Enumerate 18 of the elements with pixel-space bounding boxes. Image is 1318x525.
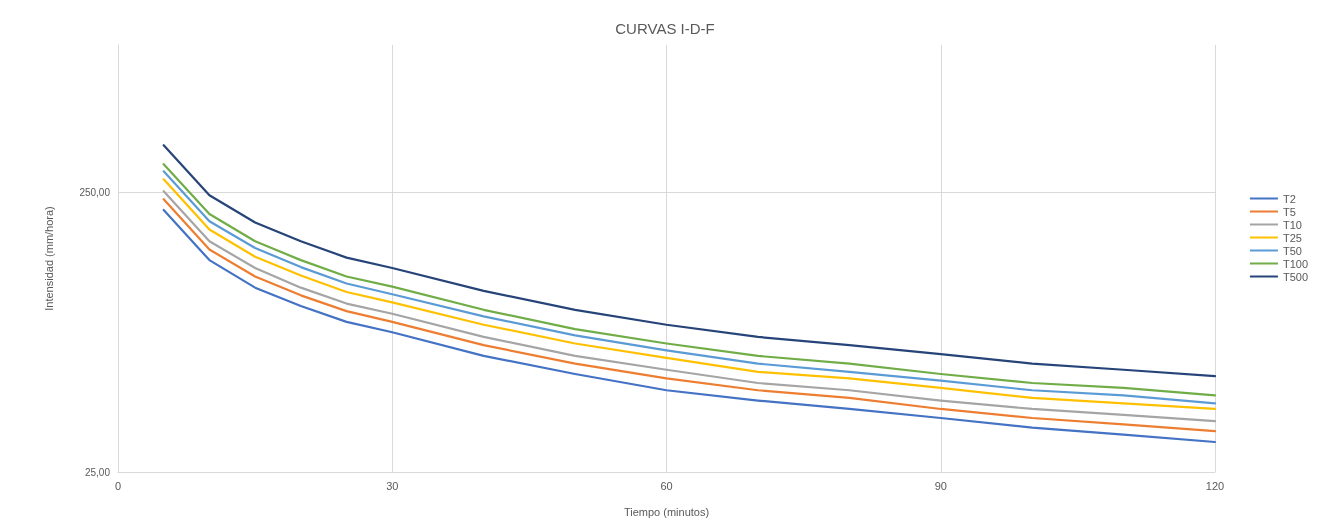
legend-label: T5 [1282,205,1296,218]
legend-label: T2 [1282,192,1296,205]
x-tick-label: 90 [934,479,947,492]
line-series [162,144,1217,378]
legend-label: T500 [1282,270,1309,283]
x-tick-label: 60 [660,479,673,492]
legend-label: T100 [1282,257,1309,270]
x-tick-label: 120 [1205,479,1225,492]
y-tick-label: 250,00 [79,186,111,198]
legend-label: T25 [1282,231,1302,244]
x-tick-label: 30 [386,479,399,492]
chart-title: CURVAS I-D-F [615,20,715,37]
y-tick-label: 25,00 [84,466,111,478]
x-axis-title: Tiempo (minutos) [623,505,710,518]
y-axis-title: Intensidad (mm/hora) [42,206,55,311]
legend-label: T10 [1282,218,1302,231]
legend-label: T50 [1282,244,1302,257]
x-tick-label: 0 [114,479,122,492]
